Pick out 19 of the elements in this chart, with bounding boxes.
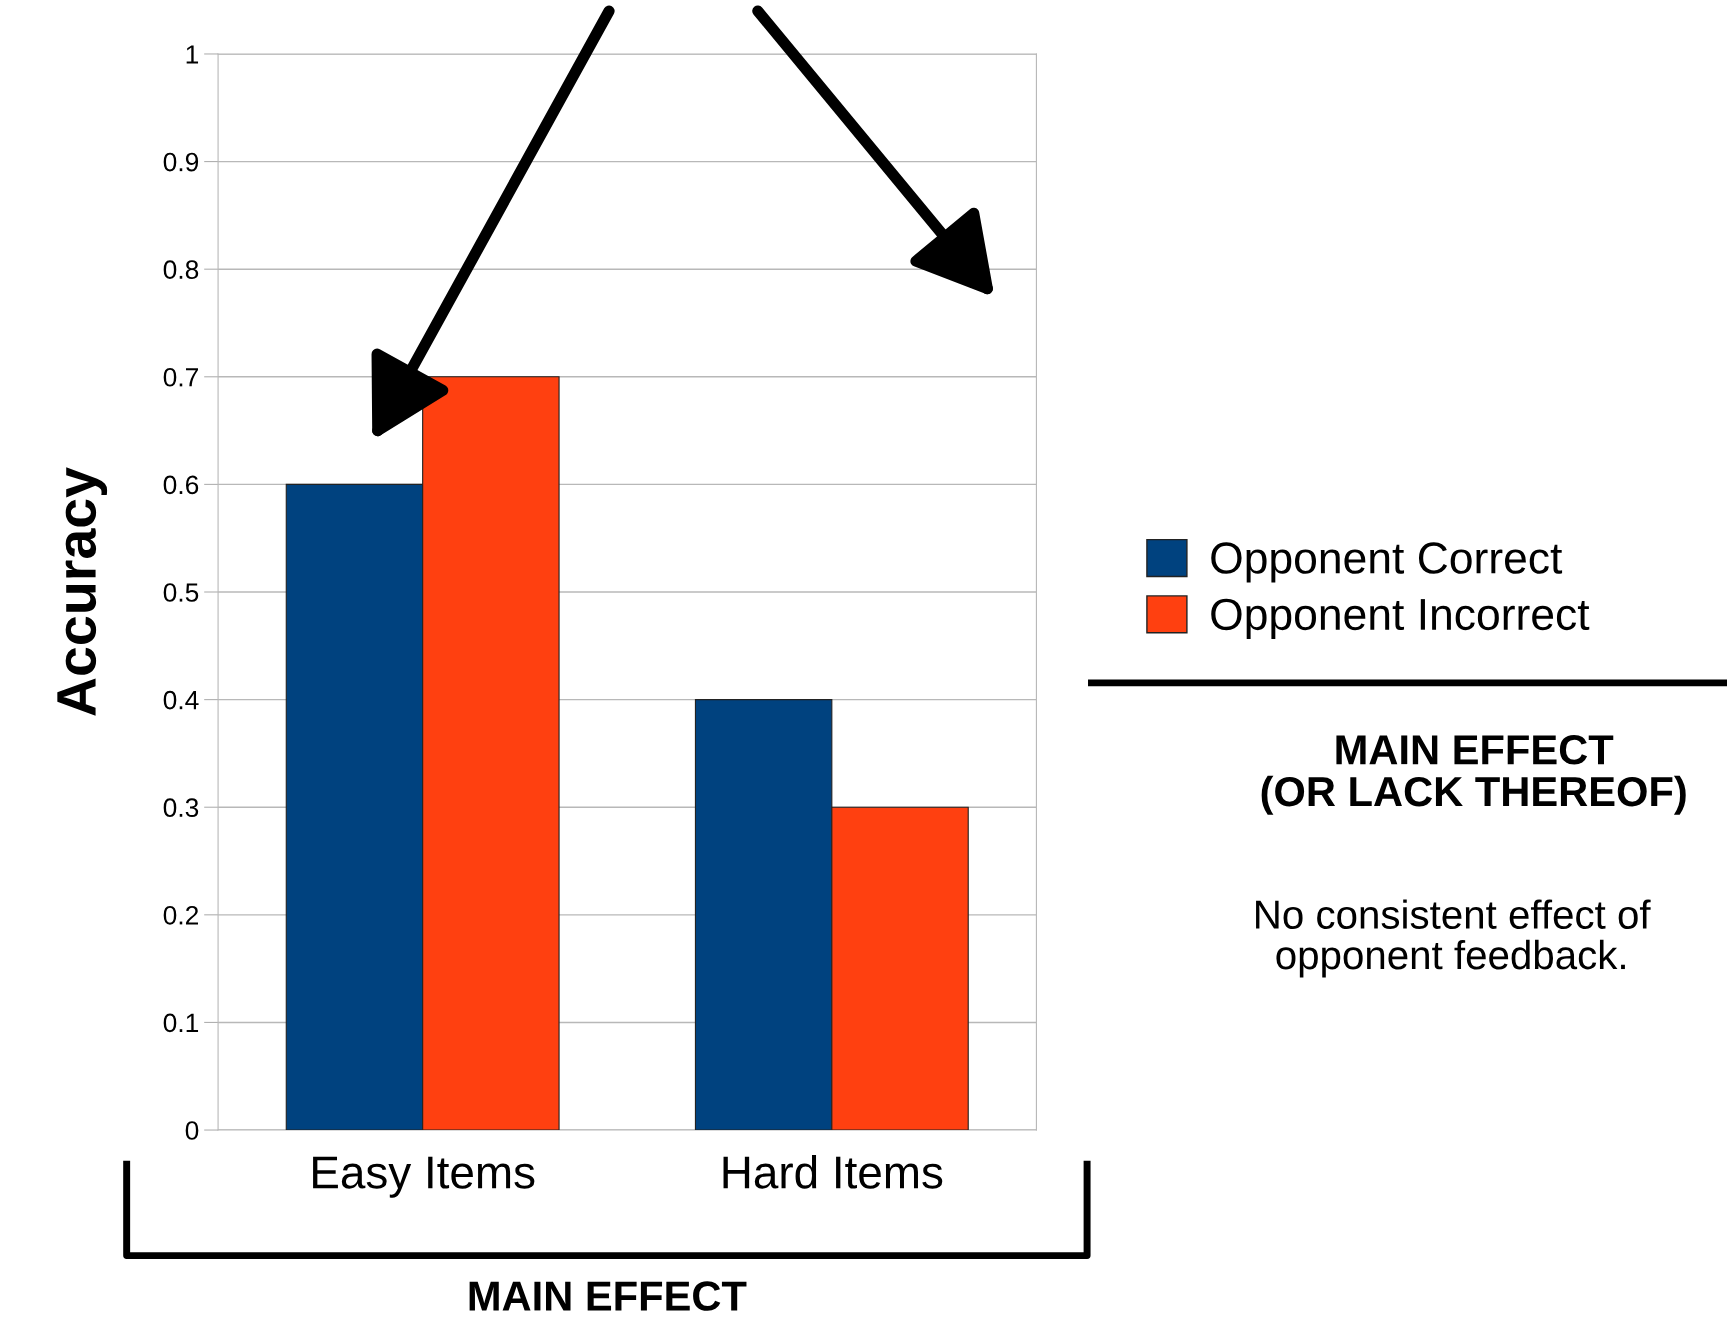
y-tick-label: 0.9 bbox=[163, 152, 199, 172]
y-tick-label: 0.7 bbox=[163, 367, 199, 387]
text: MAIN EFFECT bbox=[469, 1281, 747, 1311]
y-tick-label: 0.5 bbox=[163, 583, 199, 602]
y-tick-label: 0 bbox=[185, 1121, 199, 1140]
y-tick-label: 0.3 bbox=[163, 798, 199, 818]
y-axis-title: Accuracy bbox=[57, 467, 108, 716]
y-tick-label: 0.1 bbox=[163, 1013, 199, 1033]
y-tick-label: 1 bbox=[186, 45, 199, 64]
y-tick-label: 0.6 bbox=[163, 475, 199, 495]
y-tick-label: 0.4 bbox=[163, 690, 199, 710]
x-tick-label: Easy Items bbox=[313, 1156, 535, 1198]
y-tick-label: 0.2 bbox=[163, 905, 199, 925]
x-tick-label: Hard Items bbox=[723, 1155, 943, 1189]
text: MAIN EFFECT (OR LACK THEREOF) bbox=[1261, 735, 1686, 815]
legend-label: Opponent Correct bbox=[1211, 542, 1563, 583]
text: No consistent effect of opponent feedback. bbox=[1256, 899, 1651, 978]
legend-label: Opponent Incorrect bbox=[1211, 598, 1590, 639]
y-tick-label: 0.8 bbox=[163, 260, 199, 279]
